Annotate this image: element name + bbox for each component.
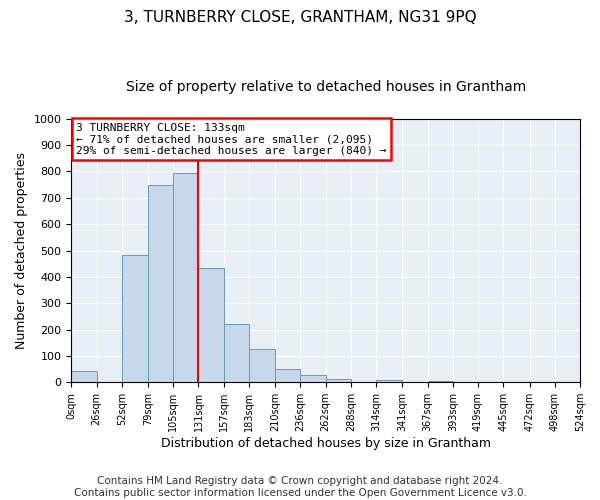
Bar (173, 173, 199, 382)
Bar (122, 254, 148, 382)
Bar (249, 348, 275, 382)
Bar (71, 372, 97, 382)
Bar (199, 268, 224, 382)
Bar (224, 324, 249, 382)
Text: 3, TURNBERRY CLOSE, GRANTHAM, NG31 9PQ: 3, TURNBERRY CLOSE, GRANTHAM, NG31 9PQ (124, 10, 476, 25)
Title: Size of property relative to detached houses in Grantham: Size of property relative to detached ho… (125, 80, 526, 94)
Bar (326, 378, 351, 382)
Bar (376, 380, 403, 382)
Bar (428, 381, 453, 382)
Bar (148, 185, 173, 382)
Text: 3 TURNBERRY CLOSE: 133sqm
← 71% of detached houses are smaller (2,095)
29% of se: 3 TURNBERRY CLOSE: 133sqm ← 71% of detac… (76, 122, 387, 156)
Text: Contains HM Land Registry data © Crown copyright and database right 2024.
Contai: Contains HM Land Registry data © Crown c… (74, 476, 526, 498)
Y-axis label: Number of detached properties: Number of detached properties (15, 152, 28, 349)
Bar (301, 375, 326, 382)
X-axis label: Distribution of detached houses by size in Grantham: Distribution of detached houses by size … (161, 437, 491, 450)
Bar (275, 368, 301, 382)
